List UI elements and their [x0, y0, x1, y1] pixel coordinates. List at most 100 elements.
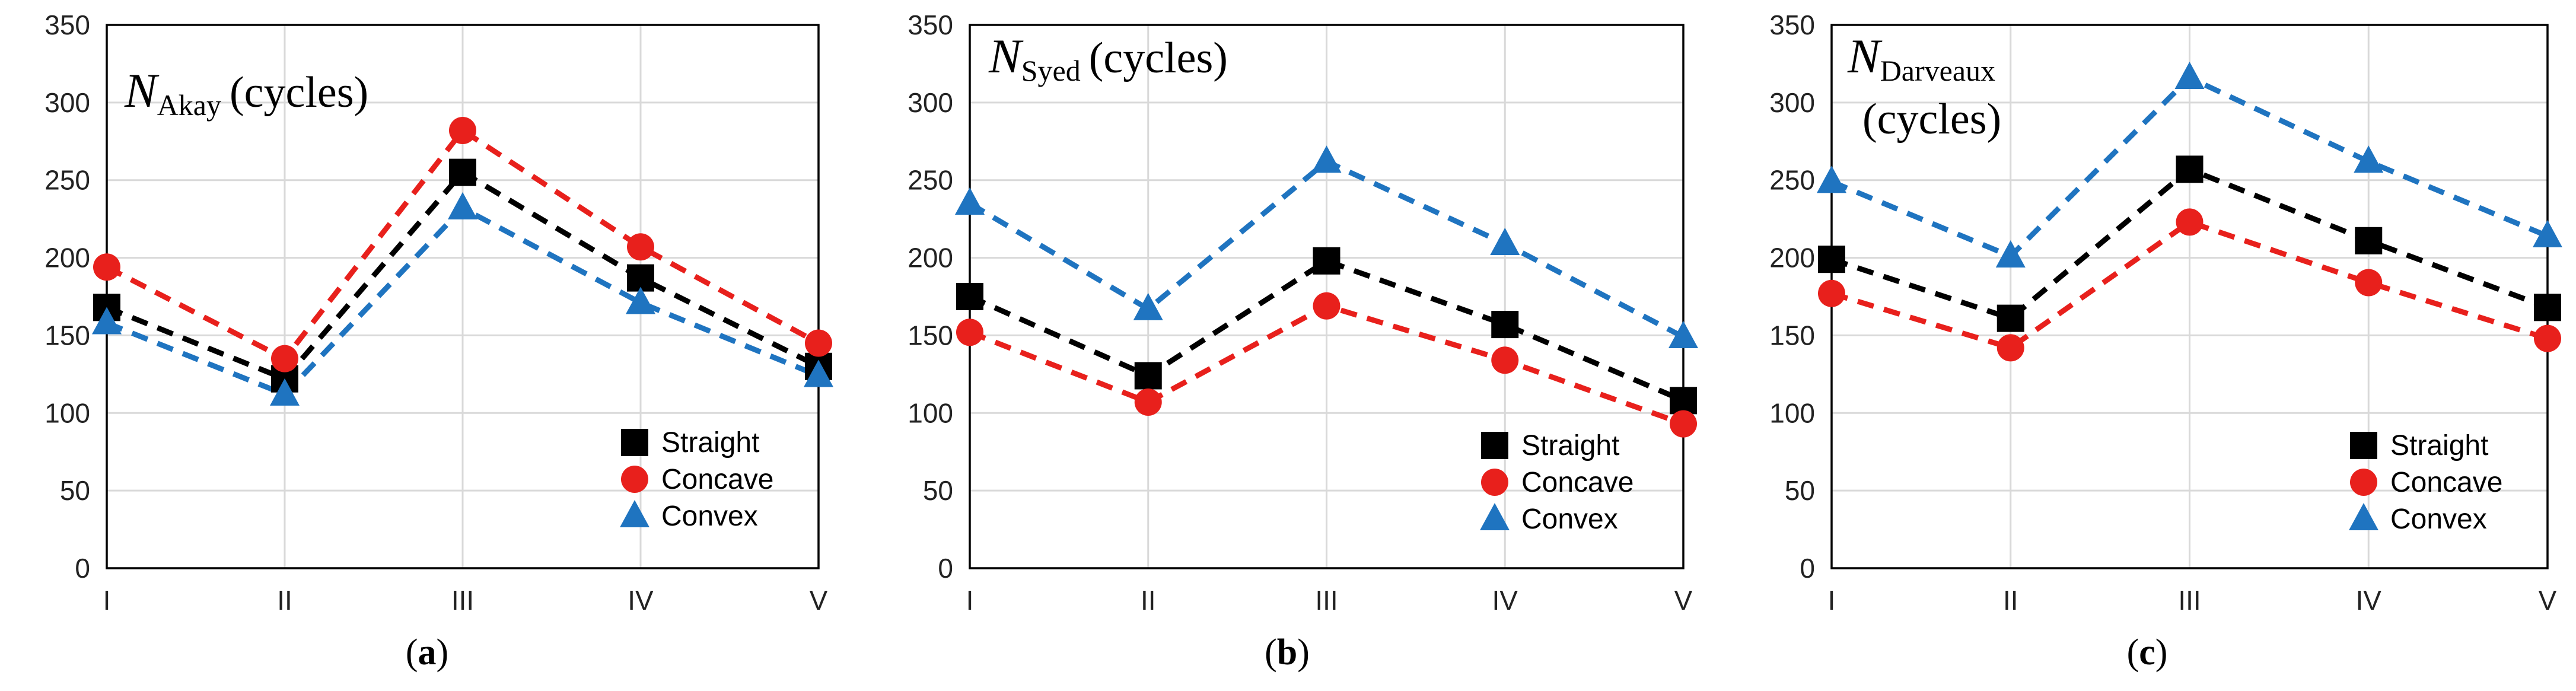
legend-label-concave: Concave	[2390, 467, 2502, 498]
panel-label: (c)	[2127, 632, 2168, 673]
point-convex-III	[448, 192, 477, 219]
legend-label-convex: Convex	[2390, 504, 2487, 535]
y-tick-label: 250	[1769, 165, 1815, 196]
legend-marker-convex	[2349, 503, 2378, 530]
y-tick-label: 50	[60, 475, 90, 506]
point-concave-IV	[2355, 269, 2383, 297]
title-unit: (cycles)	[1089, 34, 1228, 82]
chart-title: NDarveaux	[1847, 29, 1995, 87]
point-concave-IV	[627, 233, 654, 261]
legend-marker-straight	[2350, 432, 2377, 459]
panel-label: (b)	[1265, 632, 1310, 673]
chart-title: NAkay (cycles)	[124, 63, 368, 122]
point-convex-I	[92, 307, 122, 335]
point-convex-V	[804, 359, 833, 387]
x-tick-label: II	[2003, 585, 2018, 616]
panel-label-open: (	[1265, 632, 1277, 673]
x-tick-label: I	[103, 585, 111, 616]
point-convex-IV	[2354, 145, 2384, 173]
point-concave-I	[1818, 279, 1845, 307]
y-tick-label: 100	[908, 397, 953, 428]
x-tick-label: V	[2539, 585, 2557, 616]
legend-label-straight: Straight	[2390, 430, 2488, 461]
y-tick-label: 300	[1769, 87, 1815, 118]
point-concave-III	[449, 116, 476, 144]
x-tick-label: III	[451, 585, 474, 616]
y-tick-label: 350	[44, 9, 90, 40]
point-straight-II	[1997, 304, 2024, 332]
x-tick-label: IV	[1492, 585, 1518, 616]
title-subscript: Syed	[1021, 54, 1081, 87]
legend-label-convex: Convex	[1521, 504, 1618, 535]
point-concave-I	[93, 253, 120, 281]
series-line-concave	[105, 128, 820, 362]
point-convex-III	[2174, 61, 2205, 89]
title-subscript: Akay	[157, 88, 221, 122]
legend-marker-straight	[621, 429, 648, 456]
y-tick-label: 350	[908, 9, 953, 40]
legend-label-concave: Concave	[661, 464, 773, 495]
y-tick-label: 150	[908, 320, 953, 351]
x-tick-label: V	[1674, 585, 1693, 616]
point-convex-II	[1133, 292, 1163, 320]
legend-marker-convex	[1480, 503, 1510, 530]
point-concave-II	[271, 345, 298, 372]
point-straight-I	[956, 283, 983, 310]
panel-label-letter: b	[1277, 632, 1297, 673]
legend-label-straight: Straight	[661, 427, 759, 458]
title-symbol: N	[124, 63, 160, 117]
panel-label-letter: a	[418, 632, 437, 673]
point-concave-V	[1670, 410, 1697, 438]
x-tick-label: IV	[628, 585, 654, 616]
y-tick-label: 200	[908, 243, 953, 273]
point-convex-II	[1995, 240, 2026, 268]
point-straight-IV	[1491, 311, 1519, 339]
y-tick-label: 150	[44, 320, 90, 351]
title-subscript: Darveaux	[1880, 54, 1995, 87]
y-tick-label: 0	[938, 553, 953, 584]
panel-label-close: )	[2155, 632, 2168, 673]
y-tick-label: 0	[75, 553, 90, 584]
y-tick-label: 300	[44, 87, 90, 118]
y-tick-label: 250	[44, 165, 90, 196]
point-straight-III	[2176, 155, 2204, 183]
x-tick-label: III	[1315, 585, 1338, 616]
point-straight-II	[1134, 362, 1162, 390]
series-line-straight	[969, 258, 1685, 403]
point-convex-I	[1817, 165, 1846, 193]
point-concave-V	[805, 329, 832, 357]
legend-marker-concave	[2350, 469, 2377, 496]
point-straight-III	[449, 158, 476, 186]
point-convex-I	[955, 187, 985, 215]
title-symbol: N	[988, 29, 1024, 83]
x-tick-label: I	[966, 585, 974, 616]
legend-marker-concave	[621, 466, 648, 493]
legend-label-convex: Convex	[661, 501, 758, 532]
point-straight-IV	[2355, 227, 2383, 254]
point-convex-V	[2533, 219, 2562, 247]
point-concave-III	[2176, 208, 2204, 236]
x-tick-label: V	[810, 585, 828, 616]
y-tick-label: 100	[1769, 397, 1815, 428]
title-unit: (cycles)	[230, 68, 368, 117]
y-tick-label: 0	[1800, 553, 1815, 584]
point-straight-V	[1670, 387, 1697, 415]
legend-label-concave: Concave	[1521, 467, 1634, 498]
panel-label-close: )	[1297, 632, 1310, 673]
x-tick-label: II	[277, 585, 292, 616]
panel-label-letter: c	[2139, 632, 2155, 673]
x-tick-label: III	[2178, 585, 2201, 616]
y-tick-label: 300	[908, 87, 953, 118]
point-concave-IV	[1491, 346, 1519, 374]
y-tick-label: 200	[1769, 243, 1815, 273]
y-tick-label: 350	[1769, 9, 1815, 40]
panel-label: (a)	[406, 632, 448, 673]
point-convex-III	[1311, 145, 1342, 173]
legend-marker-convex	[620, 500, 649, 527]
chart-title: NSyed (cycles)	[988, 29, 1228, 87]
title-unit: (cycles)	[1862, 95, 2001, 144]
y-tick-label: 150	[1769, 320, 1815, 351]
